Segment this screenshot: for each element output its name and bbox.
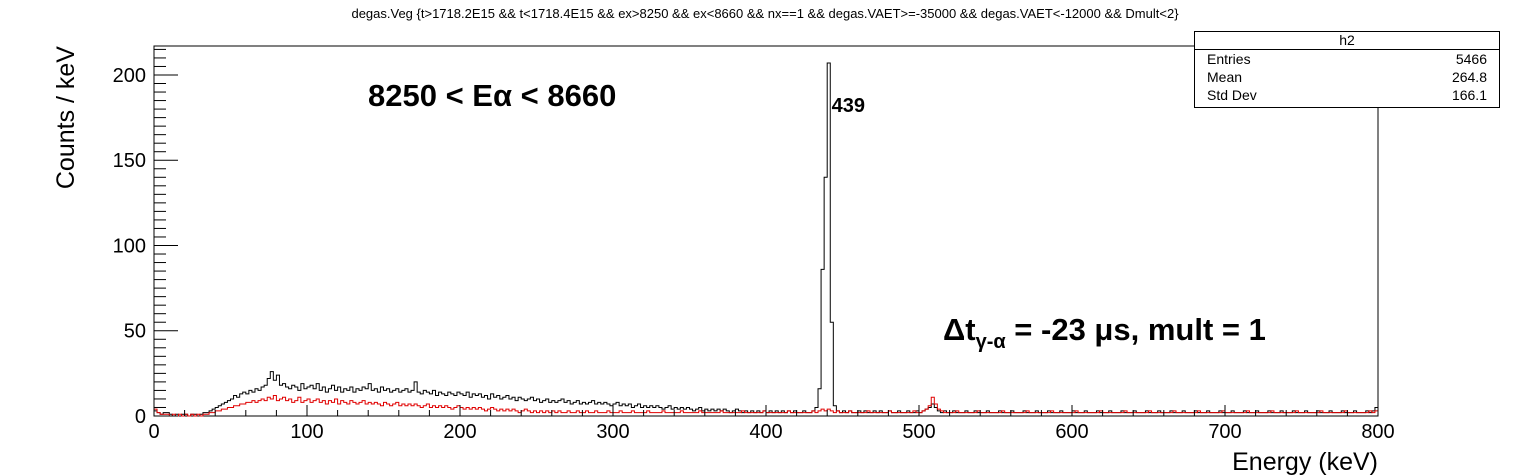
histogram-series-1 (153, 395, 1379, 417)
x-tick-label: 300 (596, 421, 629, 443)
stats-row-stddev: Std Dev 166.1 (1195, 86, 1499, 104)
stats-box-title: h2 (1195, 32, 1499, 50)
stats-label: Mean (1207, 69, 1243, 85)
x-tick-label: 600 (1055, 421, 1088, 443)
histogram-series-0 (153, 62, 1379, 417)
x-tick-label: 0 (148, 421, 159, 443)
stats-value: 264.8 (1451, 69, 1487, 85)
energy-cut-annotation: 8250 < Eα < 8660 (368, 78, 616, 113)
histogram-title: degas.Veg {t>1718.2E15 && t<1718.4E15 &&… (351, 6, 1179, 21)
stats-label: Std Dev (1207, 87, 1257, 103)
x-tick-label: 400 (749, 421, 782, 443)
x-tick-label: 100 (290, 421, 323, 443)
stats-row-mean: Mean 264.8 (1195, 68, 1499, 86)
ticks-group: 0 100 200 300 400 500 600 700 800 0 50 100 150 200 (113, 48, 1395, 443)
x-axis-label: Energy (keV) (1232, 448, 1378, 476)
x-tick-label: 200 (443, 421, 476, 443)
timing-main: Δt (943, 312, 976, 347)
stats-label: Entries (1207, 51, 1251, 67)
peak-energy-label: 439 (832, 95, 865, 117)
y-tick-label: 100 (113, 235, 146, 257)
y-tick-label: 0 (135, 406, 146, 428)
series-group (153, 62, 1379, 417)
stats-row-entries: Entries 5466 (1195, 50, 1499, 68)
timing-annotation: Δtγ-α = -23 μs, mult = 1 (943, 312, 1266, 353)
y-tick-label: 150 (113, 150, 146, 172)
x-tick-label: 700 (1208, 421, 1241, 443)
x-tick-label: 800 (1361, 421, 1394, 443)
stats-value: 5466 (1455, 51, 1487, 67)
stats-value: 166.1 (1451, 87, 1487, 103)
labels-group: Energy (keV) Counts / keV 8250 < Eα < 8660… (52, 46, 1378, 476)
y-tick-label: 200 (113, 65, 146, 87)
timing-rest: = -23 μs, mult = 1 (1006, 312, 1266, 347)
stats-box: h2 Entries 5466 Mean 264.8 Std Dev 166.1 (1194, 31, 1500, 108)
y-tick-label: 50 (124, 321, 146, 343)
timing-subscript: γ-α (976, 331, 1007, 353)
y-axis-label: Counts / keV (52, 46, 80, 189)
x-tick-label: 500 (902, 421, 935, 443)
